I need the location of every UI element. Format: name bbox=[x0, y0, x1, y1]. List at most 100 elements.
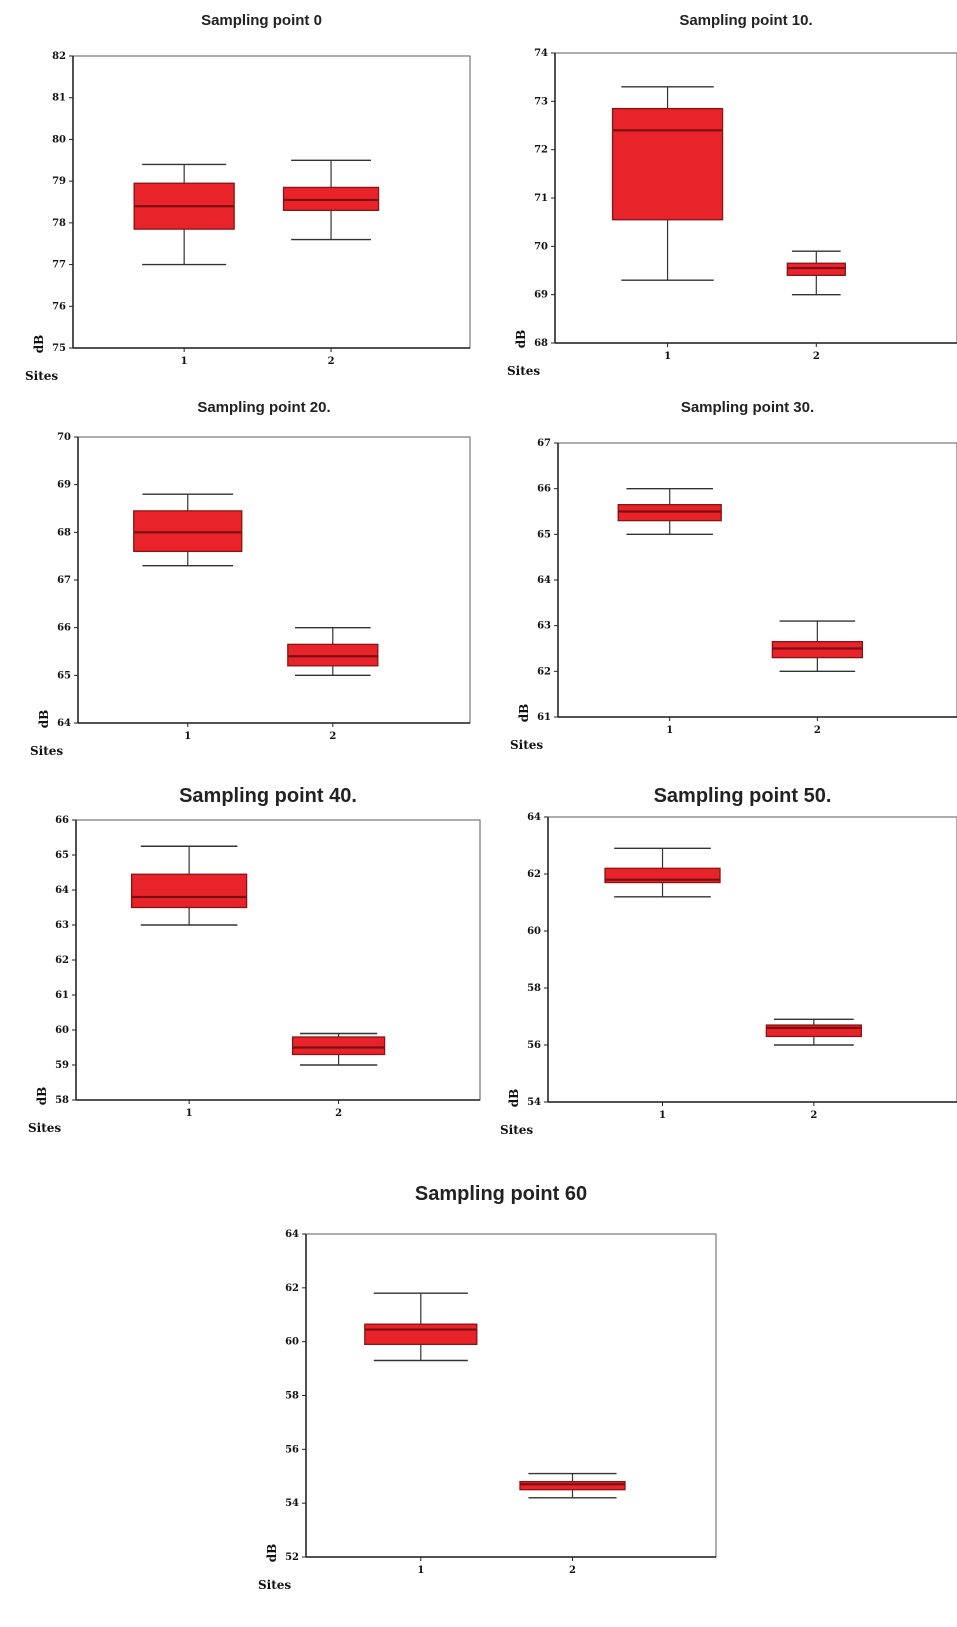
y-tick-label: 54 bbox=[285, 1498, 299, 1509]
chart-title: Sampling point 40. bbox=[179, 785, 357, 807]
y-tick-label: 68 bbox=[534, 338, 548, 349]
chart-title: Sampling point 30. bbox=[681, 399, 814, 416]
y-tick-label: 52 bbox=[285, 1552, 299, 1563]
y-tick-label: 61 bbox=[537, 712, 551, 723]
y-tick-label: 65 bbox=[57, 670, 71, 681]
y-tick-label: 77 bbox=[52, 260, 66, 271]
y-tick-label: 70 bbox=[534, 241, 548, 252]
x-tick-label: 1 bbox=[186, 1108, 193, 1119]
boxplot-panel-3: Sampling point 30. 61 62 63 64 65 66 67 1 2 dB Site… bbox=[488, 395, 957, 765]
x-tick-label: 2 bbox=[328, 356, 335, 367]
box-site-1 bbox=[133, 163, 235, 266]
plot-frame bbox=[72, 55, 471, 349]
y-tick-label: 78 bbox=[52, 218, 66, 229]
y-tick-label: 60 bbox=[55, 1025, 69, 1036]
x-tick-label: 1 bbox=[664, 351, 671, 362]
boxplot-svg: Sampling point 10. 68 69 70 71 72 73 74 1 2 dB Site… bbox=[507, 12, 957, 378]
y-tick-label: 56 bbox=[285, 1444, 299, 1455]
plot-frame bbox=[305, 1233, 717, 1558]
box-iqr bbox=[617, 504, 722, 522]
box-site-2 bbox=[291, 1032, 386, 1066]
y-tick-label: 58 bbox=[527, 983, 541, 994]
chart-title: Sampling point 20. bbox=[197, 399, 330, 416]
box-site-1 bbox=[611, 86, 724, 281]
x-tick-label: 2 bbox=[813, 351, 820, 362]
box-iqr bbox=[130, 873, 248, 909]
boxplot-svg: Sampling point 50. 54 56 58 60 62 64 1 2 dB Sites bbox=[500, 785, 957, 1137]
y-tick-label: 69 bbox=[57, 480, 71, 491]
boxplot-svg: Sampling point 60 52 54 56 58 60 62 64 1 2 dB Sites bbox=[258, 1183, 717, 1592]
box-iqr bbox=[611, 107, 724, 221]
y-tick-label: 56 bbox=[527, 1040, 541, 1051]
x-tick-label: 2 bbox=[329, 731, 336, 742]
y-axis-label: dB bbox=[35, 1087, 49, 1106]
x-tick-label: 1 bbox=[666, 725, 673, 736]
box-iqr bbox=[765, 1024, 863, 1038]
y-tick-label: 75 bbox=[52, 343, 66, 354]
y-tick-label: 63 bbox=[55, 920, 69, 931]
y-tick-label: 63 bbox=[537, 621, 551, 632]
y-tick-label: 59 bbox=[55, 1060, 69, 1071]
boxplot-svg: Sampling point 30. 61 62 63 64 65 66 67 1 2 dB Site… bbox=[510, 399, 957, 752]
y-tick-label: 67 bbox=[537, 438, 551, 449]
y-tick-label: 65 bbox=[537, 529, 551, 540]
y-tick-label: 67 bbox=[57, 575, 71, 586]
y-tick-label: 68 bbox=[57, 527, 71, 538]
boxplot-panel-2: Sampling point 20. 64 65 66 67 68 69 70 1 2 dB Site… bbox=[8, 395, 480, 765]
y-tick-label: 64 bbox=[285, 1229, 299, 1240]
y-tick-label: 64 bbox=[55, 885, 69, 896]
y-tick-label: 71 bbox=[534, 193, 548, 204]
y-tick-label: 62 bbox=[537, 666, 551, 677]
x-tick-label: 2 bbox=[814, 725, 821, 736]
x-tick-label: 2 bbox=[569, 1565, 576, 1576]
boxplot-panel-4: Sampling point 40. 58 59 60 61 62 63 64 65 66 1 2 dB… bbox=[8, 780, 481, 1160]
y-tick-label: 60 bbox=[527, 926, 541, 937]
y-tick-label: 70 bbox=[57, 432, 71, 443]
y-tick-label: 80 bbox=[52, 134, 66, 145]
plot-frame bbox=[547, 816, 957, 1103]
x-tick-label: 2 bbox=[810, 1110, 817, 1121]
box-site-2 bbox=[282, 159, 380, 241]
x-tick-label: 2 bbox=[335, 1108, 342, 1119]
x-axis-label: Sites bbox=[25, 369, 58, 383]
y-tick-label: 61 bbox=[55, 990, 69, 1001]
x-tick-label: 1 bbox=[417, 1565, 424, 1576]
y-tick-label: 66 bbox=[57, 623, 71, 634]
y-axis-label: dB bbox=[37, 710, 51, 729]
box-site-1 bbox=[133, 493, 243, 567]
y-tick-label: 64 bbox=[527, 812, 541, 823]
y-tick-label: 82 bbox=[52, 51, 66, 62]
y-tick-label: 69 bbox=[534, 290, 548, 301]
box-iqr bbox=[519, 1480, 626, 1491]
x-axis-label: Sites bbox=[258, 1578, 291, 1592]
y-tick-label: 62 bbox=[527, 869, 541, 880]
x-tick-label: 1 bbox=[184, 731, 191, 742]
plot-frame bbox=[75, 819, 481, 1101]
box-iqr bbox=[133, 510, 243, 553]
y-tick-label: 64 bbox=[537, 575, 551, 586]
y-tick-label: 65 bbox=[55, 850, 69, 861]
y-tick-label: 79 bbox=[52, 176, 66, 187]
box-site-1 bbox=[604, 847, 721, 898]
box-site-2 bbox=[519, 1472, 626, 1499]
box-site-2 bbox=[771, 620, 864, 673]
y-tick-label: 60 bbox=[285, 1337, 299, 1348]
plot-frame bbox=[77, 436, 471, 724]
boxplot-svg: Sampling point 40. 58 59 60 61 62 63 64 65 66 1 2 dB… bbox=[28, 785, 481, 1135]
y-tick-label: 62 bbox=[55, 955, 69, 966]
x-axis-label: Sites bbox=[30, 744, 63, 758]
y-axis-label: dB bbox=[507, 1089, 521, 1108]
box-iqr bbox=[786, 262, 846, 276]
chart-title: Sampling point 60 bbox=[415, 1183, 587, 1205]
box-site-2 bbox=[786, 250, 846, 296]
y-tick-label: 66 bbox=[55, 815, 69, 826]
y-tick-label: 76 bbox=[52, 301, 66, 312]
box-site-2 bbox=[765, 1018, 863, 1046]
x-axis-label: Sites bbox=[28, 1121, 61, 1135]
box-iqr bbox=[291, 1036, 386, 1056]
box-iqr bbox=[287, 643, 379, 667]
y-axis-label: dB bbox=[514, 330, 528, 349]
boxplot-panel-1: Sampling point 10. 68 69 70 71 72 73 74 1 2 dB Site… bbox=[488, 8, 957, 383]
y-tick-label: 54 bbox=[527, 1097, 541, 1108]
plot-frame bbox=[557, 442, 957, 718]
